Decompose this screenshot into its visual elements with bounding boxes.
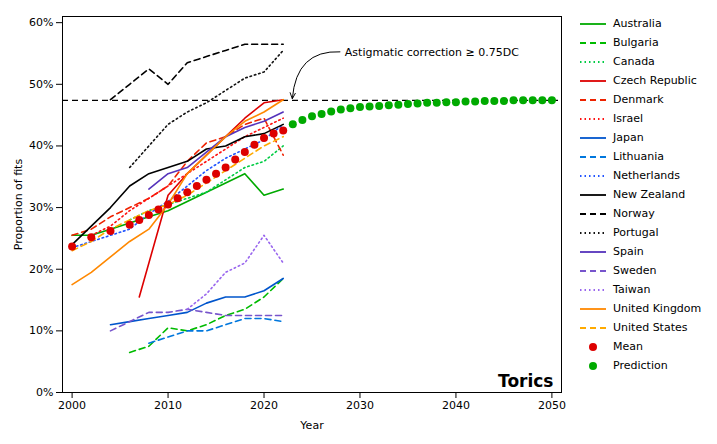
svg-text:40%: 40%	[29, 139, 53, 152]
html-text:Mean: Mean	[613, 340, 643, 353]
html-text:Lithuania: Lithuania	[613, 150, 664, 163]
html-text:Canada: Canada	[613, 55, 655, 68]
svg-text:Astigmatic correction ≥ 0.75DC: Astigmatic correction ≥ 0.75DC	[345, 46, 519, 59]
html-text:Taiwan: Taiwan	[613, 283, 651, 296]
svg-text:2010: 2010	[154, 399, 182, 412]
html-text:United States: United States	[613, 321, 688, 334]
html-text:Spain: Spain	[613, 245, 644, 258]
svg-text:30%: 30%	[29, 201, 53, 214]
html-text:Norway: Norway	[613, 207, 655, 220]
html-text:Czech Republic: Czech Republic	[613, 74, 697, 87]
html-text:Sweden: Sweden	[613, 264, 657, 277]
svg-text:Torics: Torics	[498, 371, 553, 391]
html-text:Bulgaria: Bulgaria	[613, 36, 659, 49]
svg-text:Proportion of fits: Proportion of fits	[12, 159, 25, 251]
svg-text:10%: 10%	[29, 324, 53, 337]
html-text:Denmark: Denmark	[613, 93, 664, 106]
html-text:Netherlands: Netherlands	[613, 169, 681, 182]
svg-text:2050: 2050	[538, 399, 566, 412]
svg-text:Year: Year	[299, 419, 324, 432]
html-text:Israel: Israel	[613, 112, 644, 125]
svg-text:2030: 2030	[346, 399, 374, 412]
html-text:United Kingdom: United Kingdom	[613, 302, 702, 315]
svg-text:2020: 2020	[250, 399, 278, 412]
svg-text:50%: 50%	[29, 78, 53, 91]
svg-text:20%: 20%	[29, 263, 53, 276]
svg-text:0%: 0%	[36, 386, 53, 399]
svg-text:60%: 60%	[29, 16, 53, 29]
html-text:Prediction: Prediction	[613, 359, 668, 372]
svg-text:2000: 2000	[58, 399, 86, 412]
html-text:Australia: Australia	[613, 17, 662, 30]
html-text:Portugal: Portugal	[613, 226, 659, 239]
html-text:Japan: Japan	[613, 131, 644, 144]
html-text:New Zealand: New Zealand	[613, 188, 686, 201]
svg-text:2040: 2040	[442, 399, 470, 412]
